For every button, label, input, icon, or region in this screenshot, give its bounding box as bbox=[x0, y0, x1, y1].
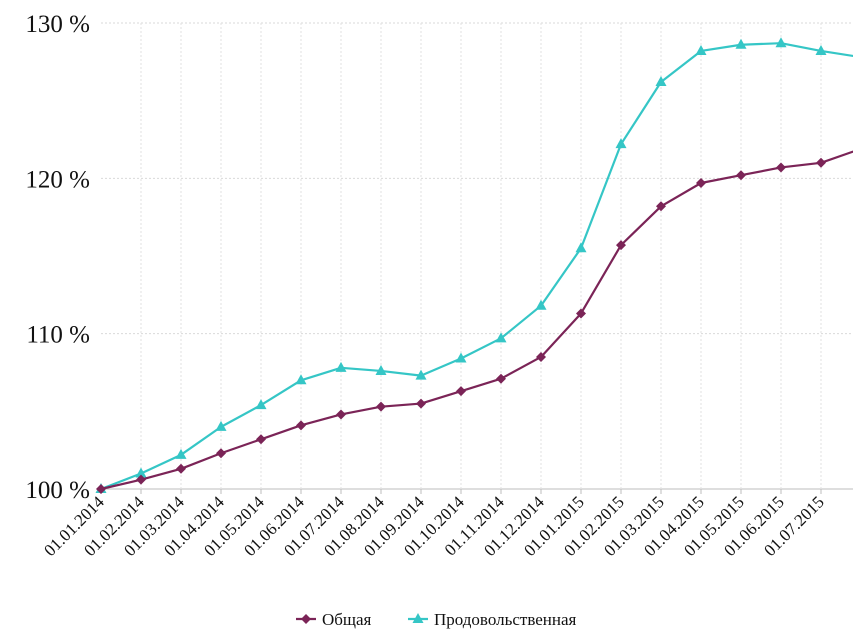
data-point bbox=[616, 240, 626, 251]
series bbox=[95, 37, 853, 494]
data-point bbox=[455, 352, 467, 363]
x-axis-ticks: 01.01.201401.02.201401.03.201401.04.2014… bbox=[40, 492, 828, 560]
legend: Общая Продовольственная bbox=[296, 610, 577, 629]
data-point bbox=[255, 399, 267, 410]
data-point bbox=[216, 448, 226, 459]
legend-label: Общая bbox=[322, 610, 372, 629]
data-point bbox=[776, 162, 786, 173]
legend-item: Общая bbox=[296, 610, 372, 629]
series-0 bbox=[96, 150, 853, 494]
data-point bbox=[96, 484, 106, 494]
data-point bbox=[136, 474, 146, 485]
data-point bbox=[456, 386, 466, 397]
y-tick-label: 100 % bbox=[25, 477, 90, 504]
data-point bbox=[535, 299, 547, 310]
series-1 bbox=[95, 37, 853, 493]
data-point bbox=[415, 369, 427, 380]
data-point bbox=[536, 351, 546, 362]
data-point bbox=[336, 409, 346, 420]
data-point bbox=[496, 373, 506, 384]
data-point bbox=[775, 37, 787, 48]
legend-swatch-marker bbox=[412, 613, 424, 623]
data-point bbox=[375, 364, 387, 375]
data-point bbox=[295, 374, 307, 385]
data-point bbox=[615, 138, 627, 149]
data-point bbox=[696, 177, 706, 188]
series-line bbox=[100, 42, 853, 491]
data-point bbox=[816, 157, 826, 168]
data-point bbox=[376, 401, 386, 412]
grid bbox=[100, 22, 853, 494]
data-point bbox=[736, 170, 746, 181]
y-tick-label: 130 % bbox=[25, 11, 90, 38]
y-axis-ticks: 100 % 110 % 120 % 130 % bbox=[25, 11, 90, 504]
data-point bbox=[815, 44, 827, 55]
legend-label: Продовольственная bbox=[434, 610, 577, 629]
data-point bbox=[735, 38, 747, 49]
series-line bbox=[100, 150, 853, 491]
data-point bbox=[175, 448, 187, 459]
legend-swatch-marker bbox=[301, 614, 311, 624]
data-point bbox=[495, 332, 507, 343]
y-tick-label: 120 % bbox=[25, 166, 90, 193]
data-point bbox=[215, 420, 227, 431]
data-point bbox=[655, 76, 667, 87]
y-tick-label: 110 % bbox=[26, 322, 90, 349]
data-point bbox=[176, 463, 186, 474]
data-point bbox=[576, 308, 586, 319]
data-point bbox=[296, 420, 306, 431]
data-point bbox=[416, 398, 426, 409]
data-point bbox=[575, 242, 587, 253]
data-point bbox=[335, 361, 347, 372]
legend-item: Продовольственная bbox=[408, 610, 577, 629]
data-point bbox=[656, 201, 666, 212]
data-point bbox=[256, 434, 266, 445]
data-point bbox=[695, 44, 707, 55]
data-point bbox=[135, 467, 147, 478]
